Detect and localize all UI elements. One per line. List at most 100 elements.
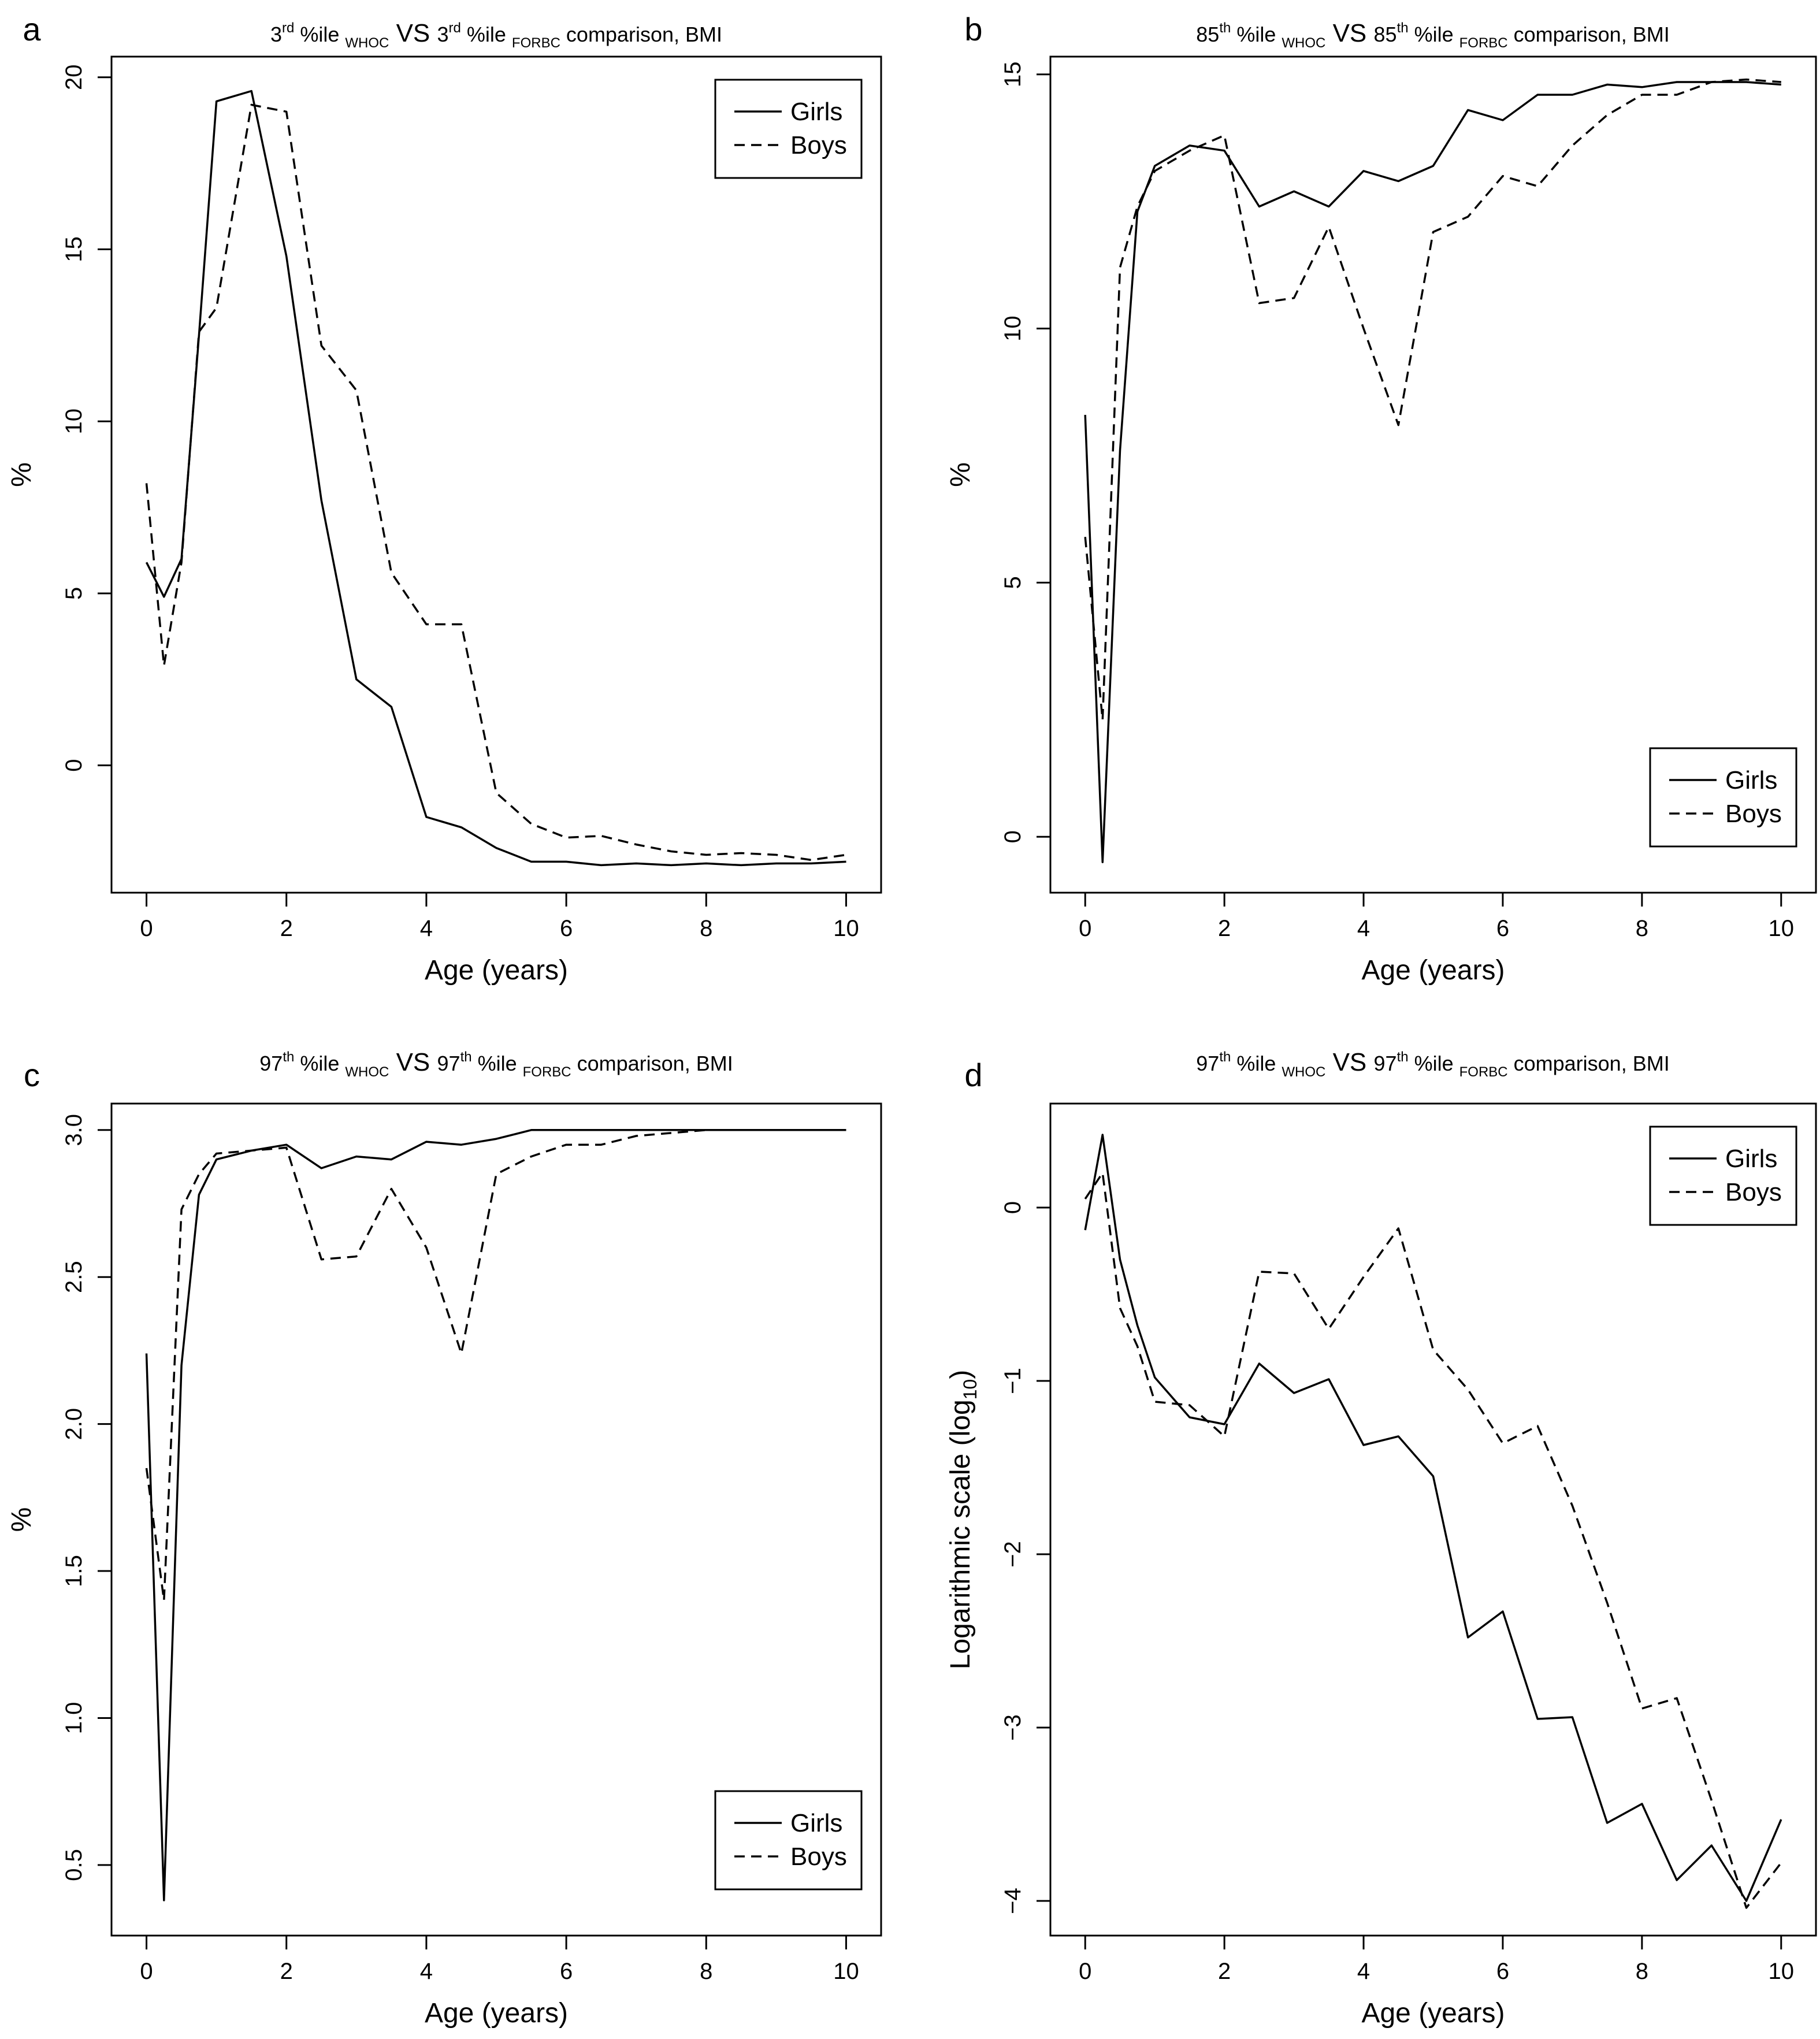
y-tick-label: 3.0 [61,1114,87,1146]
y-axis-label-main: Logarithmic scale (log [945,1399,976,1669]
title-superscript: th [1397,20,1409,36]
chart-panel-c: c 97th %ile WHOC VS 97th %ile FORBC compa… [6,1048,882,2029]
panel-letter: a [23,11,41,47]
legend-label-girls: Girls [790,98,842,126]
legend-label-boys: Boys [790,131,847,159]
y-axis-label-subscript: 10 [960,1379,980,1400]
title-vs: VS [389,1048,437,1076]
legend-label-boys: Boys [790,1843,847,1871]
title-subscript: WHOC [345,35,389,51]
x-tick-label: 2 [280,916,293,941]
title-part: %ile [472,1052,523,1075]
title-vs: VS [1325,1048,1373,1076]
x-tick-label: 8 [1636,1959,1648,1984]
title-superscript: th [283,1049,294,1065]
title-part: %ile [294,23,345,46]
y-tick-label: 20 [61,64,87,90]
legend: Girls Boys [714,1790,863,1891]
x-tick-label: 10 [833,916,859,941]
series-line-girls [145,90,846,867]
chart-panel-d: d 97th %ile WHOC VS 97th %ile FORBC compa… [945,1048,1817,2029]
y-tick-label: 5 [61,587,87,600]
plot-frame [1049,55,1817,894]
chart-panel-b: b 85th %ile WHOC VS 85th %ile FORBC compa… [945,11,1817,986]
title-part: comparison, BMI [1508,23,1670,46]
title-superscript: th [1219,1049,1231,1065]
x-tick-label: 6 [1496,1959,1509,1984]
title-part: %ile [1231,23,1282,46]
x-tick-label: 8 [700,1959,712,1984]
plot-frame [110,1102,882,1937]
title-superscript: th [1397,1049,1409,1065]
title-part: 85 [1196,23,1219,46]
chart-panel-a: a 3rd %ile WHOC VS 3rd %ile FORBC compari… [6,11,882,986]
y-tick-label: −3 [1000,1714,1026,1741]
title-subscript: FORBC [523,1064,571,1080]
title-part: 97 [259,1052,283,1075]
title-part: 97 [437,1052,460,1075]
y-tick-label: 2.5 [61,1261,87,1293]
y-tick-label: 10 [1000,315,1026,341]
legend-label-boys: Boys [1725,1178,1782,1206]
x-tick-label: 4 [1357,916,1370,941]
chart-title: 97th %ile WHOC VS 97th %ile FORBC compar… [1196,1048,1669,1080]
y-tick-label: 2.0 [61,1408,87,1440]
y-tick-label: 0.5 [61,1849,87,1881]
title-vs: VS [1325,19,1373,47]
chart-title: 3rd %ile WHOC VS 3rd %ile FORBC comparis… [270,19,722,51]
x-tick-label: 6 [1496,916,1509,941]
series-line-boys [1084,1172,1782,1909]
y-axis-label: % [6,1507,37,1532]
title-superscript: th [460,1049,472,1065]
x-tick-label: 10 [833,1959,859,1984]
x-tick-label: 8 [700,916,712,941]
x-tick-label: 10 [1769,916,1795,941]
series-line-girls [1084,1134,1782,1902]
panel-letter: d [964,1057,982,1093]
title-part: %ile [294,1052,345,1075]
x-tick-label: 2 [1218,1959,1231,1984]
series-line-boys [145,103,846,861]
plot-frame [1049,1102,1817,1937]
y-tick-label: −4 [1000,1888,1026,1914]
title-part: 97 [1196,1052,1219,1075]
legend-label-girls: Girls [1725,766,1777,794]
panel-letter: c [24,1057,40,1093]
x-tick-label: 10 [1769,1959,1795,1984]
title-part: 85 [1374,23,1397,46]
x-tick-label: 4 [1357,1959,1370,1984]
y-tick-label: 0 [1000,830,1026,843]
series-line-boys [1084,78,1781,721]
title-subscript: FORBC [1459,35,1508,51]
title-superscript: th [1219,20,1231,36]
title-part: 3 [270,23,282,46]
legend-box [1649,747,1797,848]
legend-label-boys: Boys [1725,800,1782,828]
title-part: %ile [1231,1052,1282,1075]
title-subscript: WHOC [345,1064,389,1080]
y-tick-label: 0 [1000,1201,1026,1214]
legend-box [714,79,863,179]
series-line-girls [145,1129,846,1901]
x-tick-label: 2 [280,1959,293,1984]
y-axis-label: % [945,462,976,487]
x-axis-label: Age (years) [1361,1998,1505,2029]
chart-title: 97th %ile WHOC VS 97th %ile FORBC compar… [259,1048,733,1080]
x-axis-label: Age (years) [425,955,568,986]
x-tick-label: 4 [420,916,433,941]
legend-label-girls: Girls [790,1809,842,1837]
x-tick-label: 6 [560,916,573,941]
x-tick-label: 8 [1636,916,1648,941]
y-axis-label: % [6,462,37,487]
series-line-boys [145,1129,846,1602]
title-part: %ile [461,23,512,46]
title-part: %ile [1409,1052,1459,1075]
chart-title: 85th %ile WHOC VS 85th %ile FORBC compar… [1196,19,1669,51]
title-subscript: FORBC [1459,1064,1508,1080]
legend: Girls Boys [714,79,863,179]
title-part: 3 [437,23,449,46]
title-part: 97 [1374,1052,1397,1075]
title-part: comparison, BMI [1508,1052,1670,1075]
y-tick-label: 1.0 [61,1702,87,1735]
